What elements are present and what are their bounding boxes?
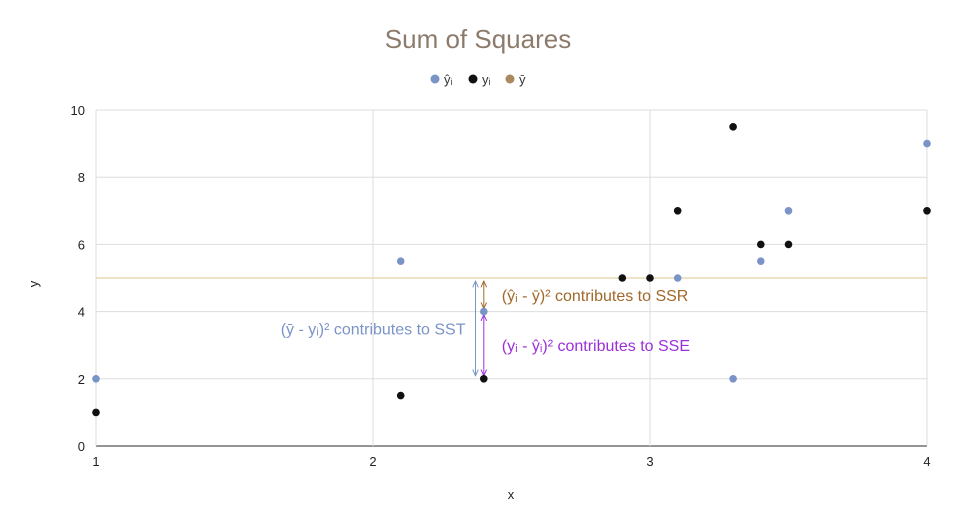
legend: ŷᵢ yᵢ ȳ xyxy=(430,72,526,87)
point-yhat xyxy=(923,139,931,148)
x-tick-label: 4 xyxy=(923,454,930,469)
point-y xyxy=(923,207,931,215)
data-points xyxy=(92,123,931,417)
legend-label-yhat: ŷᵢ xyxy=(444,72,453,87)
point-y xyxy=(646,274,654,282)
point-yhat xyxy=(729,375,737,383)
x-tick-label: 3 xyxy=(646,454,653,469)
point-y xyxy=(92,408,100,417)
annotation-label: (ȳ - yᵢ)² contributes to SST xyxy=(281,321,466,338)
point-yhat xyxy=(480,307,488,316)
y-tick-label: 0 xyxy=(78,439,85,454)
legend-label-ybar: ȳ xyxy=(519,72,526,87)
x-tick-label: 2 xyxy=(369,454,376,469)
annotation-label: (ŷᵢ - ȳ)² contributes to SSR xyxy=(502,288,689,305)
y-axis-label: y xyxy=(26,280,41,287)
y-tick-label: 8 xyxy=(78,170,85,185)
y-tick-label: 2 xyxy=(78,372,85,387)
point-yhat xyxy=(396,257,405,266)
point-y xyxy=(757,240,765,249)
point-yhat xyxy=(673,274,682,282)
annotation-label: (yᵢ - ŷᵢ)² contributes to SSE xyxy=(502,338,690,355)
y-tick-label: 6 xyxy=(78,237,85,252)
point-y xyxy=(673,207,682,215)
legend-marker-y xyxy=(468,74,478,84)
point-y xyxy=(480,375,488,383)
y-tick-label: 4 xyxy=(78,305,85,320)
point-yhat xyxy=(784,207,793,215)
tick-labels: 1 2 3 4 0 2 4 6 8 10 xyxy=(71,103,931,469)
y-tick-label: 10 xyxy=(71,103,85,118)
point-y xyxy=(618,274,627,282)
x-axis-label: x xyxy=(508,487,515,502)
x-tick-label: 1 xyxy=(92,454,99,469)
legend-marker-ybar xyxy=(505,74,515,84)
point-y xyxy=(784,240,793,249)
point-yhat xyxy=(92,375,100,383)
point-yhat xyxy=(757,257,765,266)
legend-label-y: yᵢ xyxy=(482,72,491,87)
point-y xyxy=(396,391,405,400)
grid xyxy=(95,109,928,447)
legend-marker-yhat xyxy=(430,74,440,84)
chart-title: Sum of Squares xyxy=(385,24,571,54)
point-y xyxy=(729,123,737,131)
annotations: (ȳ - yᵢ)² contributes to SST (ŷᵢ - ȳ)² co… xyxy=(281,281,690,376)
